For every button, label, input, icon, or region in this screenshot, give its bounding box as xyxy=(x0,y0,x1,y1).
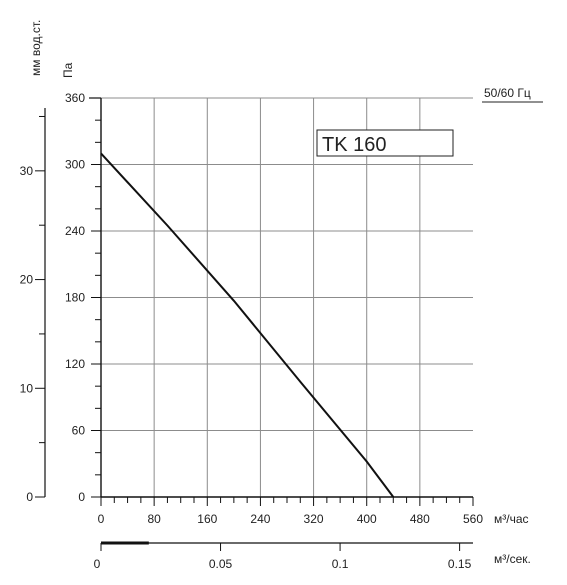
grid xyxy=(101,97,473,497)
x2-tick-label: 0.05 xyxy=(209,557,233,571)
performance-curve xyxy=(100,152,395,498)
frequency-label: 50/60 Гц xyxy=(484,86,531,100)
y-tick-label: 300 xyxy=(65,158,85,172)
x2-axis-label: м³/сек. xyxy=(494,552,531,566)
y-axis-label: Па xyxy=(61,62,75,78)
x2-tick-labels: 0 0.05 0.1 0.15 xyxy=(94,557,472,571)
x2-tick-label: 0.1 xyxy=(332,557,349,571)
y-tick-label: 240 xyxy=(65,224,85,238)
x-tick-label: 80 xyxy=(147,512,161,526)
x-tick-label: 160 xyxy=(197,512,217,526)
x2-tick-label: 0 xyxy=(94,557,101,571)
title-box xyxy=(316,129,454,157)
x-tick-label: 240 xyxy=(250,512,270,526)
y-tick-label: 60 xyxy=(72,424,86,438)
x-tick-label: 560 xyxy=(463,512,483,526)
y2-tick-label: 30 xyxy=(20,164,34,178)
x-tick-label: 0 xyxy=(98,512,105,526)
x-axis-label: м³/час xyxy=(494,512,529,526)
y2-tick-label: 20 xyxy=(20,273,34,287)
x-tick-label: 400 xyxy=(357,512,377,526)
y2-tick-label: 0 xyxy=(26,490,33,504)
x-tick-label: 320 xyxy=(304,512,324,526)
chart-title: TK 160 xyxy=(322,134,386,156)
y-tick-labels: 0 60 120 180 240 300 360 xyxy=(65,91,85,504)
y-tick-label: 360 xyxy=(65,91,85,105)
series-layer xyxy=(100,152,395,498)
axes xyxy=(44,97,473,545)
y-tick-label: 180 xyxy=(65,291,85,305)
y2-tick-labels: 0 10 20 30 xyxy=(20,164,34,504)
y2-axis-label: мм вод.ст. xyxy=(29,20,43,76)
y-tick-label: 120 xyxy=(65,357,85,371)
y-tick-label: 0 xyxy=(78,490,85,504)
x-tick-labels: 0 80 160 240 320 400 480 560 xyxy=(98,512,484,526)
y2-tick-label: 10 xyxy=(20,381,34,395)
x2-tick-label: 0.15 xyxy=(448,557,472,571)
minor-ticks xyxy=(35,97,474,551)
x-tick-label: 480 xyxy=(410,512,430,526)
